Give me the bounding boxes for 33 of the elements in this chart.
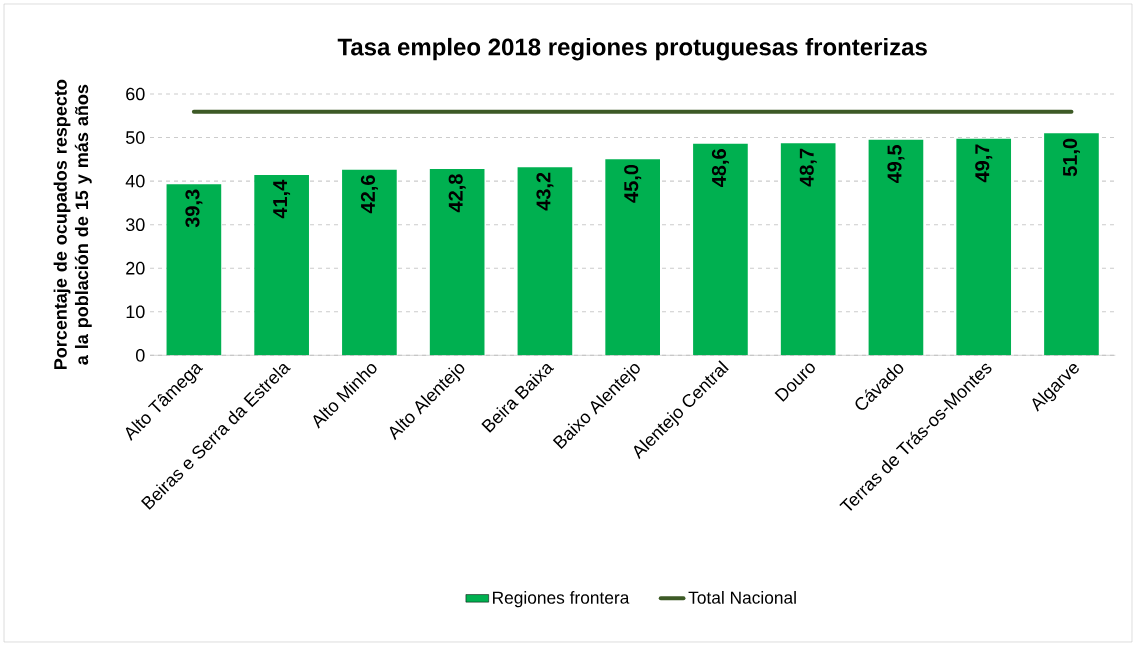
y-tick-label: 10 — [126, 305, 145, 319]
data-label: 43,2 — [536, 172, 554, 211]
bar — [1044, 133, 1099, 356]
data-label: 42,6 — [360, 175, 378, 214]
bar — [868, 139, 924, 356]
bar — [693, 143, 748, 356]
y-tick-label: 60 — [126, 87, 145, 101]
y-tick-label: 50 — [125, 131, 145, 144]
bar — [605, 159, 660, 356]
data-label: 51,0 — [1062, 138, 1080, 177]
data-label: 39,3 — [185, 189, 203, 228]
data-label: 41,4 — [273, 179, 291, 219]
data-label: 45,0 — [624, 164, 642, 203]
data-label: 49,5 — [887, 145, 905, 184]
bar — [342, 169, 397, 356]
bar — [254, 175, 309, 356]
y-tick-label: 20 — [126, 261, 145, 275]
legend-label: Total Nacional — [688, 591, 796, 604]
data-label: 48,7 — [799, 148, 817, 187]
data-label: 42,8 — [448, 174, 466, 213]
data-label: 49,7 — [975, 144, 993, 183]
bar — [956, 138, 1012, 356]
bar — [429, 168, 485, 356]
y-axis-title: Porcentaje de ocupados respecto a la población de 15 y más años — [53, 79, 92, 369]
bar — [780, 143, 836, 356]
chart-title: Tasa empleo 2018 regiones protuguesas fronterizas — [337, 37, 927, 61]
legend-label: Regiones frontera — [493, 591, 630, 608]
data-label: 48,6 — [711, 149, 729, 187]
y-tick-label: 40 — [125, 174, 145, 188]
bar — [517, 167, 573, 356]
y-tick-label: 30 — [125, 218, 145, 232]
y-tick-label: 0 — [136, 348, 145, 362]
bar — [166, 184, 222, 356]
